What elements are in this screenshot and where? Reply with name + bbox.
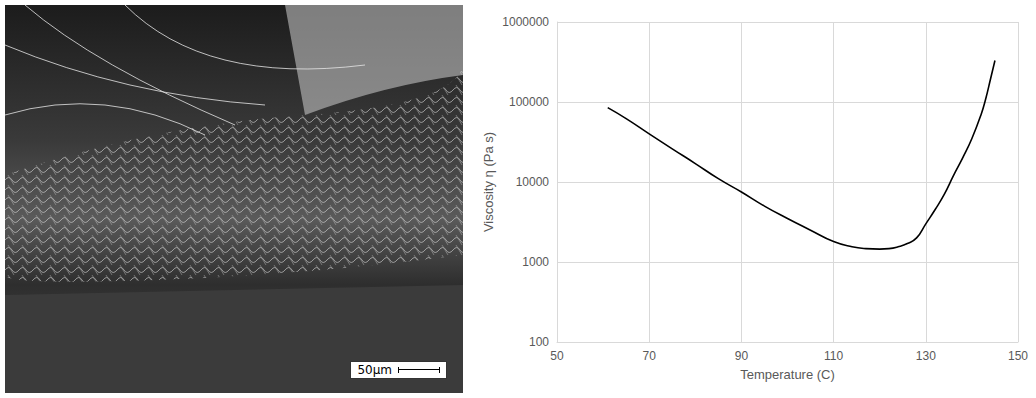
svg-text:Viscosity η (Pa s): Viscosity η (Pa s)	[481, 132, 496, 232]
svg-text:1000000: 1000000	[502, 15, 549, 29]
svg-text:90: 90	[735, 349, 749, 363]
svg-text:Temperature (C): Temperature (C)	[740, 367, 835, 382]
svg-text:70: 70	[643, 349, 657, 363]
svg-text:100000: 100000	[509, 95, 549, 109]
html-text:50μm: 50μm	[357, 363, 392, 377]
svg-text:130: 130	[916, 349, 936, 363]
svg-text:1000: 1000	[522, 255, 549, 269]
svg-text:10000: 10000	[516, 175, 550, 189]
svg-text:150: 150	[1008, 349, 1028, 363]
svg-text:100: 100	[529, 335, 549, 349]
svg-text:50: 50	[550, 349, 564, 363]
svg-text:110: 110	[824, 349, 843, 363]
